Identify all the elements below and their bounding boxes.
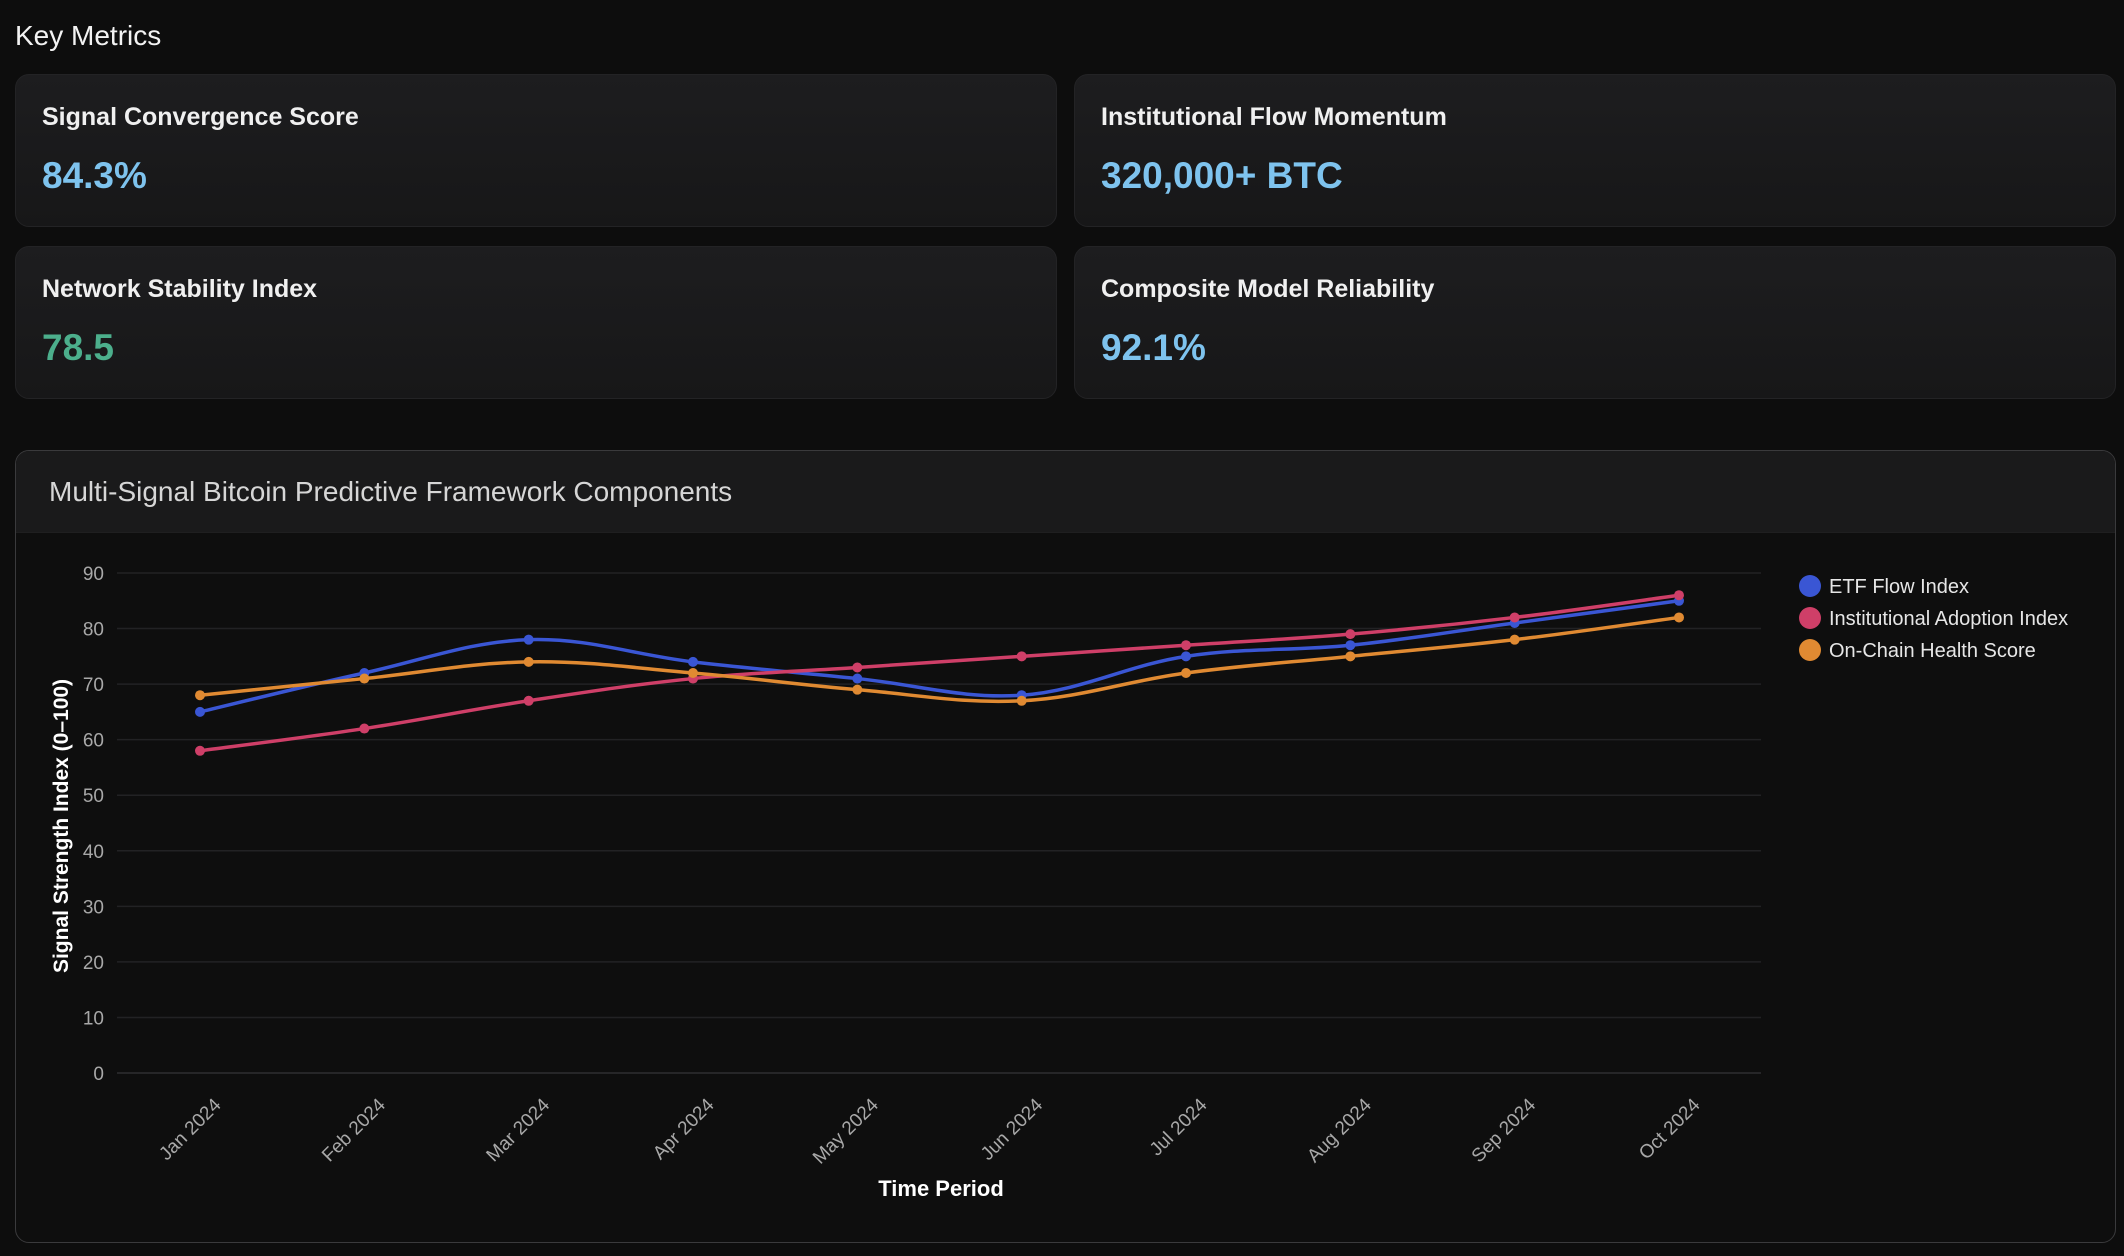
y-tick-label: 40 xyxy=(83,842,104,863)
y-tick-label: 0 xyxy=(93,1064,104,1085)
y-tick-label: 90 xyxy=(83,564,104,585)
grid-lines xyxy=(117,572,1761,1074)
metric-card-model-reliability: Composite Model Reliability 92.1% xyxy=(1074,246,2116,399)
metric-value: 320,000+ BTC xyxy=(1101,155,1343,196)
legend-swatch[interactable] xyxy=(1799,639,1821,661)
data-point[interactable] xyxy=(523,656,534,667)
metric-label: Composite Model Reliability xyxy=(1101,275,1435,303)
line-chart: 0 10 20 30 40 50 60 70 80 90 Jan 2024 Feb 2024 Mar … xyxy=(50,564,2068,1201)
data-point[interactable] xyxy=(195,690,205,701)
data-point[interactable] xyxy=(852,684,863,695)
y-tick-label: 70 xyxy=(83,675,104,696)
metric-label: Network Stability Index xyxy=(42,275,318,303)
data-point[interactable] xyxy=(1509,634,1520,645)
data-point[interactable] xyxy=(359,673,370,684)
series-line xyxy=(198,593,1681,753)
y-axis-label: Signal Strength Index (0–100) xyxy=(50,679,73,973)
data-point[interactable] xyxy=(359,723,370,734)
x-tick-label: Mar 2024 xyxy=(483,1094,555,1166)
data-point[interactable] xyxy=(1345,640,1356,651)
y-tick-label: 10 xyxy=(83,1008,104,1029)
data-point[interactable] xyxy=(195,706,205,717)
x-tick-label: Oct 2024 xyxy=(1635,1094,1705,1164)
x-tick-label: Jun 2024 xyxy=(977,1094,1047,1164)
series-lines xyxy=(198,593,1681,753)
data-point[interactable] xyxy=(1016,651,1027,662)
x-tick-label: May 2024 xyxy=(809,1094,883,1168)
metric-card-network-stability: Network Stability Index 78.5 xyxy=(15,246,1057,399)
data-point[interactable] xyxy=(523,634,534,645)
legend-label[interactable]: ETF Flow Index xyxy=(1829,576,1969,598)
data-point[interactable] xyxy=(1181,640,1191,651)
x-tick-label: Feb 2024 xyxy=(318,1094,390,1166)
y-tick-label: 30 xyxy=(83,897,104,918)
chart-title: Multi-Signal Bitcoin Predictive Framewor… xyxy=(49,476,733,507)
data-point[interactable] xyxy=(852,673,863,684)
legend-swatch[interactable] xyxy=(1799,575,1821,597)
data-point[interactable] xyxy=(1674,612,1684,623)
metric-label: Signal Convergence Score xyxy=(42,103,359,131)
y-tick-label: 80 xyxy=(83,620,104,641)
metric-value: 84.3% xyxy=(42,155,147,196)
data-point[interactable] xyxy=(195,745,205,756)
data-point[interactable] xyxy=(1509,612,1520,623)
legend-label[interactable]: On-Chain Health Score xyxy=(1829,640,2036,662)
y-tick-label: 60 xyxy=(83,731,104,752)
data-point[interactable] xyxy=(1181,651,1191,662)
y-tick-label: 50 xyxy=(83,786,104,807)
data-point[interactable] xyxy=(1674,590,1684,601)
data-point[interactable] xyxy=(852,662,863,673)
data-point[interactable] xyxy=(1345,651,1356,662)
legend-label[interactable]: Institutional Adoption Index xyxy=(1829,608,2068,630)
series-points xyxy=(195,590,1684,756)
data-point[interactable] xyxy=(523,695,534,706)
metric-card-institutional-flow: Institutional Flow Momentum 320,000+ BTC xyxy=(1074,74,2116,227)
series-line xyxy=(198,615,1681,704)
x-tick-label: Jan 2024 xyxy=(155,1094,225,1164)
x-axis-label: Time Period xyxy=(878,1176,1004,1201)
x-tick-label: Sep 2024 xyxy=(1468,1094,1541,1167)
chart-header: Multi-Signal Bitcoin Predictive Framewor… xyxy=(16,451,2115,533)
data-point[interactable] xyxy=(688,656,698,667)
data-point[interactable] xyxy=(1016,695,1027,706)
series-line xyxy=(198,599,1681,714)
data-point[interactable] xyxy=(1181,668,1191,678)
legend: ETF Flow Index Institutional Adoption Ind… xyxy=(1799,575,2068,662)
metric-value: 92.1% xyxy=(1101,327,1206,368)
x-tick-label: Aug 2024 xyxy=(1303,1094,1376,1167)
chart-panel: Multi-Signal Bitcoin Predictive Framewor… xyxy=(15,450,2116,1243)
x-tick-label: Apr 2024 xyxy=(649,1094,719,1164)
metric-label: Institutional Flow Momentum xyxy=(1101,103,1447,131)
y-tick-label: 20 xyxy=(83,953,104,974)
section-title: Key Metrics xyxy=(15,20,162,51)
legend-swatch[interactable] xyxy=(1799,607,1821,629)
metric-card-signal-convergence: Signal Convergence Score 84.3% xyxy=(15,74,1057,227)
data-point[interactable] xyxy=(1345,629,1356,640)
x-axis-ticks: Jan 2024 Feb 2024 Mar 2024 Apr 2024 May 2024… xyxy=(155,1094,1704,1168)
x-tick-label: Jul 2024 xyxy=(1146,1094,1212,1160)
y-axis-ticks: 0 10 20 30 40 50 60 70 80 90 xyxy=(83,564,104,1085)
data-point[interactable] xyxy=(688,668,698,678)
metric-value: 78.5 xyxy=(42,327,115,368)
